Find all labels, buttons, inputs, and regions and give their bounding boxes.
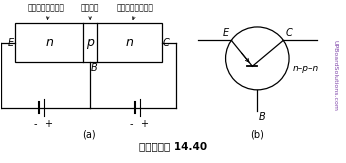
Text: आधार: आधार [81, 3, 99, 12]
Text: n: n [45, 36, 53, 49]
Text: E: E [223, 28, 229, 38]
Text: n: n [126, 36, 134, 49]
Text: (a): (a) [82, 129, 95, 139]
Text: चित्र 14.40: चित्र 14.40 [139, 141, 207, 151]
Text: -: - [130, 119, 133, 129]
Text: -: - [34, 119, 37, 129]
Text: C: C [285, 28, 292, 38]
Bar [15, 23, 162, 62]
Text: +: + [44, 119, 52, 129]
Text: p: p [86, 36, 94, 49]
Text: C: C [163, 38, 170, 48]
Text: B: B [91, 63, 98, 73]
Text: B: B [258, 112, 265, 122]
Text: +: + [140, 119, 148, 129]
Text: n–p–n: n–p–n [293, 64, 319, 73]
Text: उत्सर्जक: उत्सर्जक [28, 3, 65, 12]
Text: संग्राहक: संग्राहक [116, 3, 153, 12]
Text: (b): (b) [251, 129, 264, 139]
Text: E: E [8, 38, 14, 48]
Text: UPBoardSolutions.com: UPBoardSolutions.com [332, 40, 337, 111]
